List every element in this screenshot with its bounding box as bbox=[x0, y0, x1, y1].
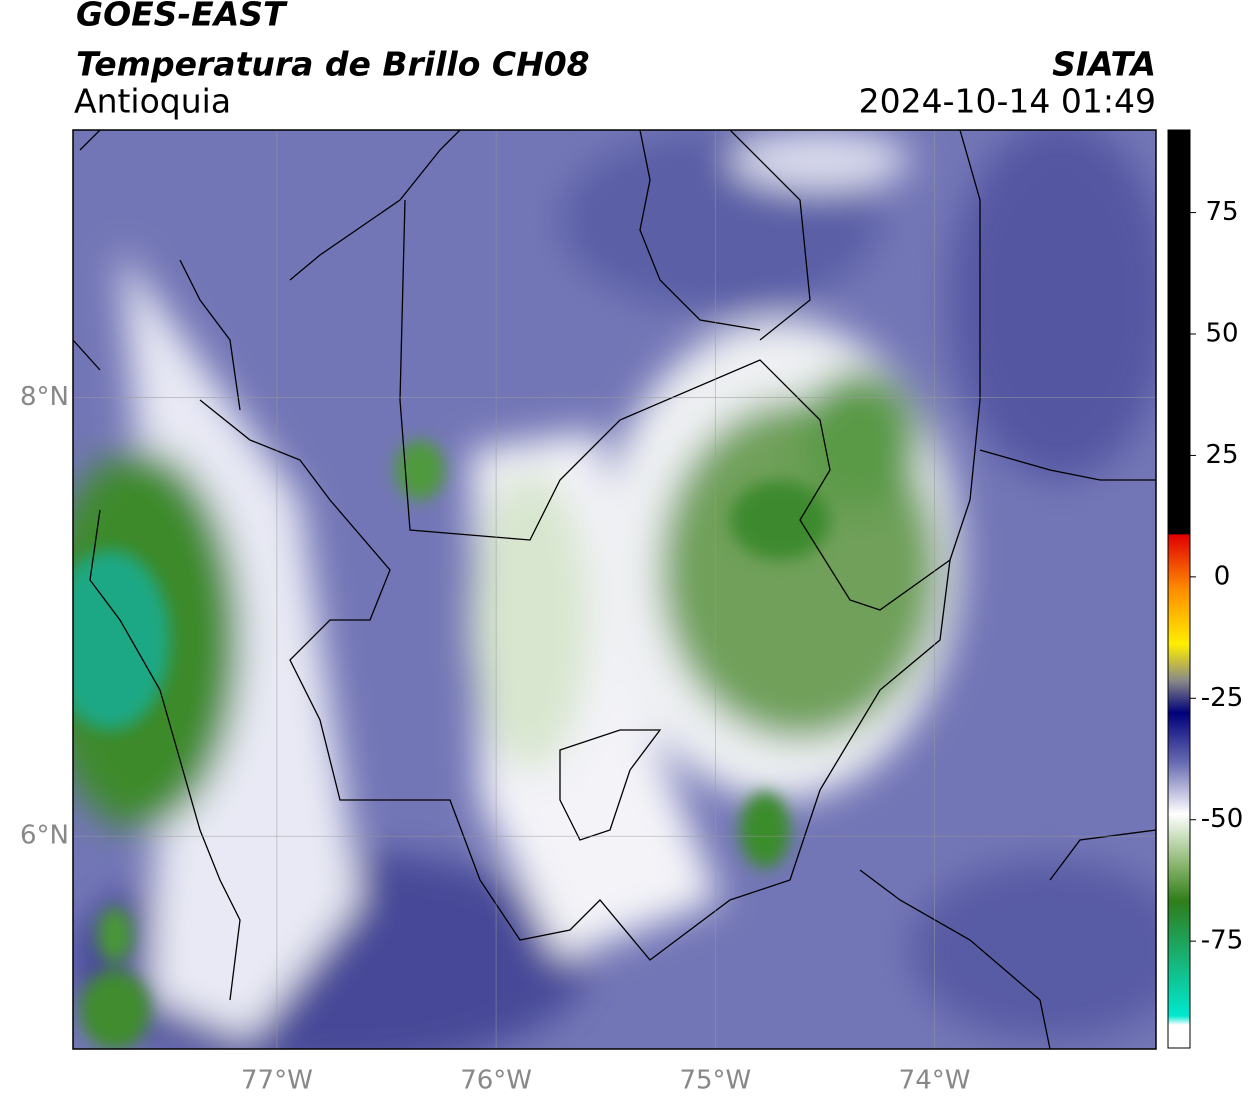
colorbar-tick-label: -50 bbox=[1201, 804, 1243, 834]
datetime: 2024-10-14 01:49 bbox=[859, 82, 1156, 121]
colorbar-tick-label: 25 bbox=[1205, 440, 1238, 470]
y-tick-label: 8°N bbox=[20, 382, 69, 412]
title: Temperatura de Brillo CH08 bbox=[76, 45, 590, 84]
colorbar-tick-label: -75 bbox=[1201, 926, 1243, 956]
map-frame bbox=[72, 129, 1157, 1050]
map-image bbox=[73, 130, 1156, 1049]
colorbar-tick-label: 0 bbox=[1214, 561, 1231, 591]
x-tick-label: 75°W bbox=[679, 1066, 751, 1096]
colorbar-tick-label: -25 bbox=[1201, 683, 1243, 713]
colorbar-tick-label: 75 bbox=[1205, 197, 1238, 227]
region: Antioquia bbox=[74, 82, 231, 121]
borders bbox=[73, 130, 1156, 1049]
colorbar-tick-label: 50 bbox=[1205, 319, 1238, 349]
y-tick-label: 6°N bbox=[20, 821, 69, 851]
source: SIATA bbox=[1052, 45, 1156, 84]
x-tick-label: 76°W bbox=[460, 1066, 532, 1096]
grid bbox=[73, 130, 1156, 1049]
x-tick-label: 74°W bbox=[899, 1066, 971, 1096]
colorbar bbox=[1167, 129, 1191, 1049]
satellite: GOES-EAST bbox=[76, 0, 288, 34]
x-tick-label: 77°W bbox=[241, 1066, 313, 1096]
